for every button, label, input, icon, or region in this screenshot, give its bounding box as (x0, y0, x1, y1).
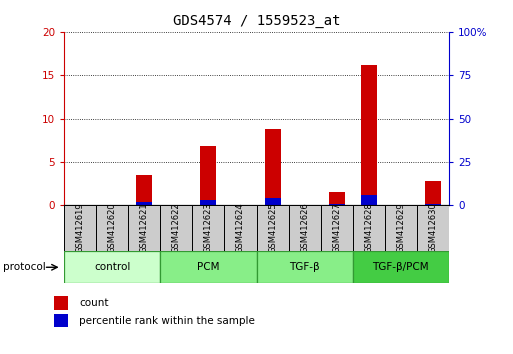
Bar (128, 205, 160, 251)
Bar (160, 251, 256, 283)
Text: GSM412629: GSM412629 (396, 202, 405, 253)
Bar (321, 205, 353, 251)
Bar (329, 204, 345, 205)
Text: GSM412628: GSM412628 (364, 202, 373, 253)
Bar (353, 251, 449, 283)
Bar (64, 205, 96, 251)
Bar (385, 205, 417, 251)
Bar (425, 181, 441, 205)
Text: GSM412624: GSM412624 (236, 202, 245, 253)
Text: GSM412621: GSM412621 (140, 202, 149, 253)
Text: GSM412623: GSM412623 (204, 202, 213, 253)
Bar (225, 205, 256, 251)
Bar (288, 205, 321, 251)
Bar (201, 200, 216, 205)
Bar (96, 205, 128, 251)
Bar (54, 296, 68, 310)
Bar (353, 205, 385, 251)
Text: GSM412627: GSM412627 (332, 202, 341, 253)
Bar (160, 205, 192, 251)
Bar (54, 314, 68, 327)
Bar (64, 251, 160, 283)
Bar (361, 195, 377, 205)
Bar (201, 146, 216, 205)
Text: PCM: PCM (197, 262, 220, 272)
Bar (136, 175, 152, 205)
Bar (329, 192, 345, 205)
Text: TGF-β: TGF-β (289, 262, 320, 272)
Bar (265, 198, 281, 205)
Bar (192, 205, 225, 251)
Bar (417, 205, 449, 251)
Bar (256, 251, 353, 283)
Text: GDS4574 / 1559523_at: GDS4574 / 1559523_at (173, 14, 340, 28)
Bar (361, 65, 377, 205)
Bar (136, 201, 152, 205)
Text: TGF-β/PCM: TGF-β/PCM (372, 262, 429, 272)
Text: GSM412622: GSM412622 (172, 202, 181, 253)
Bar (265, 129, 281, 205)
Bar (256, 205, 288, 251)
Text: GSM412626: GSM412626 (300, 202, 309, 253)
Text: count: count (79, 298, 109, 308)
Text: protocol: protocol (3, 262, 45, 272)
Text: GSM412620: GSM412620 (108, 202, 117, 253)
Text: control: control (94, 262, 130, 272)
Text: GSM412625: GSM412625 (268, 202, 277, 253)
Text: GSM412630: GSM412630 (428, 202, 438, 253)
Text: GSM412619: GSM412619 (75, 202, 85, 253)
Text: percentile rank within the sample: percentile rank within the sample (79, 316, 255, 326)
